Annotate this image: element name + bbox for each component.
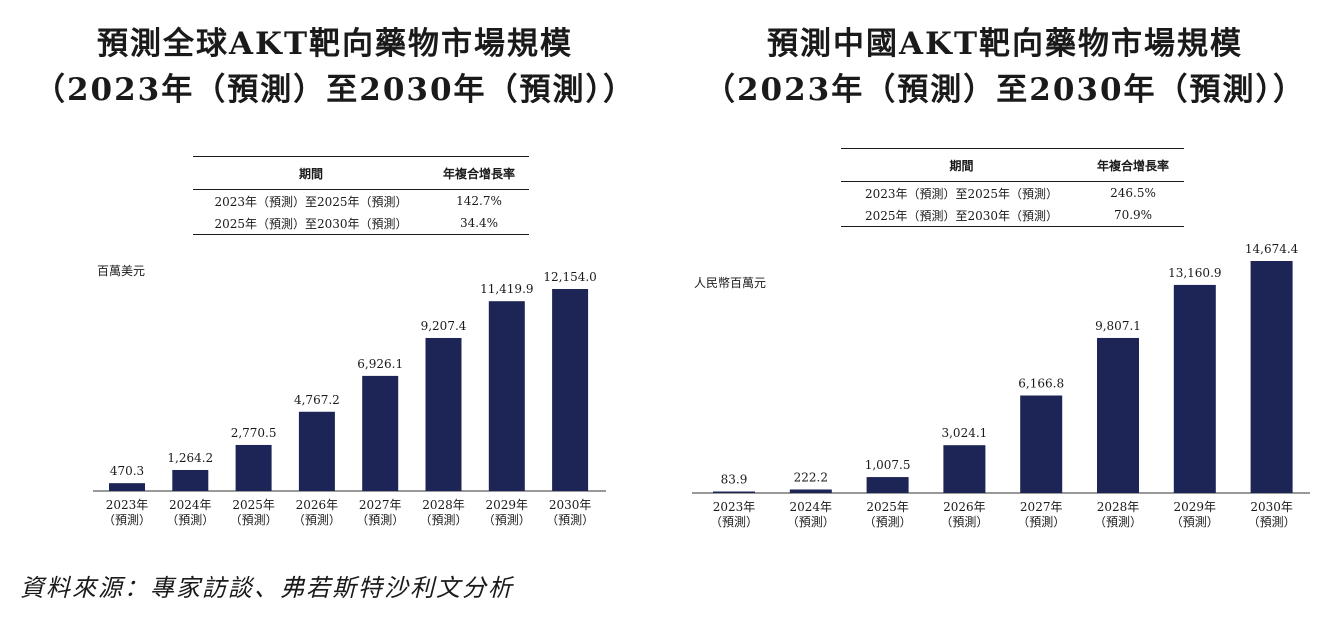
- bar: [713, 491, 755, 493]
- cagr-row: 2025年（預測）至2030年（預測） 34.4%: [193, 212, 529, 235]
- china-cagr-table: 期間 年複合增長率 2023年（預測）至2025年（預測） 246.5% 202…: [841, 148, 1184, 227]
- bar-value-label: 4,767.2: [294, 393, 340, 407]
- china-market-panel: 預測中國AKT靶向藥物市場規模 （2023年（預測）至2030年（預測）） 期間…: [670, 0, 1340, 560]
- x-tick-label-forecast: （預測）: [483, 513, 531, 527]
- x-tick-label-forecast: （預測）: [356, 513, 404, 527]
- x-tick-label-year: 2026年: [296, 498, 339, 512]
- x-tick-label-year: 2023年: [713, 500, 756, 514]
- bar-value-label: 9,207.4: [421, 319, 467, 333]
- global-chart-title-line1: 預測全球AKT靶向藥物市場規模: [96, 26, 574, 62]
- cagr-rate: 142.7%: [456, 194, 502, 208]
- global-market-panel: 預測全球AKT靶向藥物市場規模 （2023年（預測）至2030年（預測）） 期間…: [0, 0, 670, 560]
- cagr-rate: 70.9%: [1082, 204, 1184, 227]
- cagr-rate: 246.5%: [1110, 186, 1156, 200]
- global-chart-title-line2: （2023年（預測）至2030年（預測））: [33, 72, 637, 108]
- x-tick-label-forecast: （預測）: [230, 513, 278, 527]
- cagr-header-period: 期間: [841, 148, 1082, 182]
- x-tick-label-forecast: （預測）: [1094, 515, 1142, 529]
- china-chart-title-line1: 預測中國AKT靶向藥物市場規模: [766, 26, 1244, 62]
- cagr-header-rate: 年複合增長率: [1082, 148, 1184, 182]
- x-tick-label-year: 2024年: [169, 498, 212, 512]
- cagr-header-rate: 年複合增長率: [429, 156, 529, 190]
- global-bar-chart: 470.32023年（預測）1,264.22024年（預測）2,770.5202…: [93, 270, 606, 527]
- bar: [362, 375, 399, 491]
- bar: [235, 444, 272, 491]
- x-tick-label-forecast: （預測）: [166, 513, 214, 527]
- bar: [109, 483, 145, 491]
- bar: [488, 301, 525, 491]
- cagr-rate: 34.4%: [429, 212, 529, 235]
- bar-value-label: 14,674.4: [1245, 242, 1299, 256]
- bar-value-label: 1,264.2: [167, 451, 213, 465]
- x-tick-label-year: 2024年: [790, 500, 833, 514]
- cagr-header-period: 期間: [193, 156, 429, 190]
- cagr-row: 2023年（預測）至2025年（預測） 246.5%: [841, 182, 1184, 205]
- x-tick-label-forecast: （預測）: [1248, 515, 1296, 529]
- bar-value-label: 6,166.8: [1018, 377, 1064, 391]
- x-tick-label-forecast: （預測）: [940, 515, 988, 529]
- x-tick-label-year: 2028年: [422, 498, 465, 512]
- bar: [789, 489, 832, 493]
- cagr-header-row: 期間 年複合增長率: [193, 156, 529, 190]
- bar: [1020, 395, 1063, 493]
- china-unit-label: 人民幣百萬元: [694, 276, 767, 290]
- bar: [552, 289, 589, 491]
- cagr-period: 2023年（預測）至2025年（預測）: [214, 194, 408, 209]
- bar-value-label: 2,770.5: [231, 426, 277, 440]
- bar-value-label: 9,807.1: [1095, 319, 1141, 333]
- source-note: 資料來源：專家訪談、弗若斯特沙利文分析: [20, 574, 514, 602]
- global-unit-label: 百萬美元: [97, 264, 146, 278]
- x-tick-label-forecast: （預測）: [787, 515, 835, 529]
- x-tick-label-forecast: （預測）: [546, 513, 594, 527]
- x-tick-label-year: 2028年: [1097, 500, 1140, 514]
- cagr-row: 2025年（預測）至2030年（預測） 70.9%: [841, 204, 1184, 227]
- cagr-period: 2025年（預測）至2030年（預測）: [193, 212, 429, 235]
- bar: [1250, 261, 1293, 493]
- bar-value-label: 3,024.1: [941, 426, 987, 440]
- global-cagr-table: 期間 年複合增長率 2023年（預測）至2025年（預測） 142.7% 202…: [193, 156, 529, 235]
- bar: [425, 337, 462, 491]
- bar-value-label: 6,926.1: [357, 357, 403, 371]
- x-tick-label-year: 2026年: [943, 500, 986, 514]
- cagr-period: 2023年（預測）至2025年（預測）: [864, 186, 1059, 201]
- china-chart-title-line2: （2023年（預測）至2030年（預測））: [703, 72, 1307, 108]
- x-tick-label-forecast: （預測）: [1171, 515, 1219, 529]
- bar: [1097, 337, 1139, 493]
- bar-value-label: 1,007.5: [865, 458, 911, 472]
- x-tick-label-year: 2030年: [1250, 500, 1293, 514]
- x-tick-label-forecast: （預測）: [419, 513, 467, 527]
- cagr-row: 2023年（預測）至2025年（預測） 142.7%: [193, 190, 529, 213]
- x-tick-label-year: 2029年: [486, 498, 529, 512]
- x-tick-label-year: 2025年: [232, 498, 275, 512]
- bar-value-label: 470.3: [110, 464, 144, 478]
- cagr-header-row: 期間 年複合增長率: [841, 148, 1184, 182]
- bar: [866, 477, 909, 493]
- x-tick-label-forecast: （預測）: [293, 513, 341, 527]
- x-tick-label-year: 2027年: [1020, 500, 1063, 514]
- bar: [298, 411, 335, 491]
- cagr-period: 2025年（預測）至2030年（預測）: [841, 204, 1082, 227]
- x-tick-label-year: 2027年: [359, 498, 402, 512]
- x-tick-label-forecast: （預測）: [1017, 515, 1065, 529]
- x-tick-label-year: 2023年: [106, 498, 149, 512]
- x-tick-label-year: 2030年: [549, 498, 592, 512]
- bar: [943, 445, 986, 493]
- bar-value-label: 83.9: [721, 473, 748, 487]
- china-bar-chart: 83.92023年（預測）222.22024年（預測）1,007.52025年（…: [692, 242, 1310, 529]
- x-tick-label-forecast: （預測）: [710, 515, 758, 529]
- x-tick-label-forecast: （預測）: [103, 513, 151, 527]
- bar-value-label: 11,419.9: [480, 282, 533, 296]
- bar-value-label: 222.2: [794, 470, 828, 484]
- x-tick-label-forecast: （預測）: [864, 515, 912, 529]
- bar: [172, 469, 209, 491]
- bar-value-label: 13,160.9: [1168, 266, 1221, 280]
- bar-value-label: 12,154.0: [543, 270, 596, 284]
- bar: [1173, 284, 1216, 493]
- x-tick-label-year: 2025年: [866, 500, 909, 514]
- x-tick-label-year: 2029年: [1174, 500, 1217, 514]
